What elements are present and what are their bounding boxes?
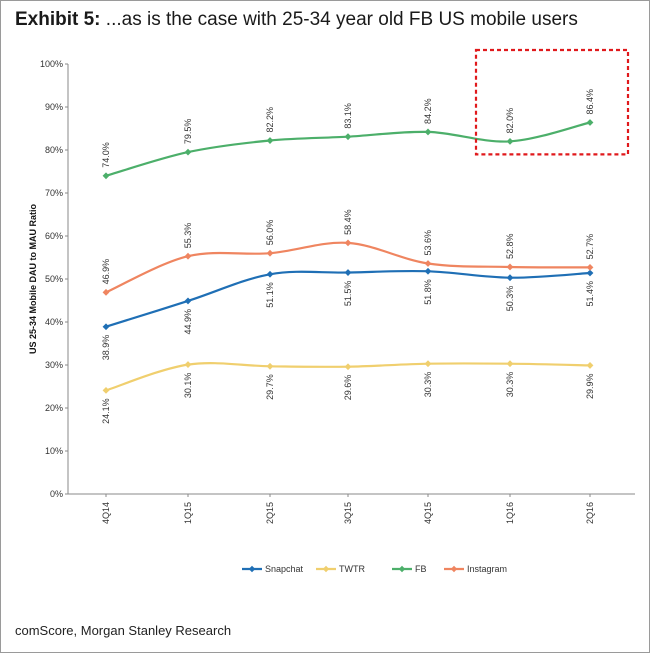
legend-marker-instagram bbox=[450, 565, 458, 573]
exhibit-title: ...as is the case with 25-34 year old FB… bbox=[105, 9, 578, 30]
data-point-fb bbox=[586, 119, 594, 126]
data-label-instagram: 58.4% bbox=[343, 209, 353, 235]
data-point-twtr bbox=[266, 362, 274, 370]
data-label-fb: 74.0% bbox=[101, 142, 111, 168]
data-point-instagram bbox=[102, 288, 110, 296]
data-label-twtr: 29.6% bbox=[343, 375, 353, 401]
data-label-fb: 84.2% bbox=[423, 98, 433, 124]
x-tick-label: 1Q16 bbox=[505, 502, 515, 524]
y-tick-label: 20% bbox=[45, 403, 63, 413]
x-tick-label: 2Q15 bbox=[265, 502, 275, 524]
data-point-instagram bbox=[586, 263, 594, 271]
y-tick-label: 100% bbox=[40, 59, 63, 69]
x-tick-label: 4Q14 bbox=[101, 502, 111, 524]
highlight-box bbox=[474, 48, 630, 156]
y-tick-label: 10% bbox=[45, 446, 63, 456]
data-point-snapchat bbox=[102, 323, 110, 331]
data-point-twtr bbox=[344, 363, 352, 371]
data-point-snapchat bbox=[586, 269, 594, 277]
y-axis-title: US 25-34 Mobile DAU to MAU Ratio bbox=[28, 203, 38, 354]
y-tick-label: 60% bbox=[45, 231, 63, 241]
data-label-twtr: 30.3% bbox=[505, 372, 515, 398]
data-point-twtr bbox=[184, 361, 192, 368]
data-point-fb bbox=[266, 137, 274, 144]
x-tick-label: 3Q15 bbox=[343, 502, 353, 524]
data-label-instagram: 52.8% bbox=[505, 233, 515, 259]
data-label-twtr: 30.1% bbox=[183, 373, 193, 399]
data-label-twtr: 29.7% bbox=[265, 374, 275, 400]
data-label-twtr: 30.3% bbox=[423, 372, 433, 398]
data-label-fb: 79.5% bbox=[183, 119, 193, 145]
data-point-twtr bbox=[506, 360, 514, 368]
data-point-instagram bbox=[266, 249, 274, 257]
data-label-snapchat: 51.5% bbox=[343, 281, 353, 307]
legend-label-twtr: TWTR bbox=[339, 564, 365, 574]
data-label-snapchat: 51.1% bbox=[265, 282, 275, 308]
y-tick-label: 0% bbox=[50, 489, 63, 499]
data-label-snapchat: 38.9% bbox=[101, 335, 111, 361]
y-tick-label: 40% bbox=[45, 317, 63, 327]
x-tick-label: 4Q15 bbox=[423, 502, 433, 524]
data-label-instagram: 52.7% bbox=[585, 234, 595, 260]
y-tick-label: 30% bbox=[45, 360, 63, 370]
data-label-snapchat: 51.8% bbox=[423, 279, 433, 305]
data-label-snapchat: 50.3% bbox=[505, 286, 515, 312]
data-label-twtr: 24.1% bbox=[101, 398, 111, 424]
data-point-snapchat bbox=[506, 274, 514, 282]
data-label-instagram: 56.0% bbox=[265, 220, 275, 246]
y-tick-label: 80% bbox=[45, 145, 63, 155]
series-line-fb bbox=[105, 121, 591, 177]
data-point-fb bbox=[102, 172, 110, 180]
data-label-snapchat: 51.4% bbox=[585, 281, 595, 307]
data-point-instagram bbox=[184, 252, 192, 260]
data-label-instagram: 53.6% bbox=[423, 230, 433, 256]
data-label-fb: 82.2% bbox=[265, 107, 275, 133]
data-point-instagram bbox=[506, 263, 514, 271]
data-label-instagram: 46.9% bbox=[101, 259, 111, 285]
legend-marker-fb bbox=[398, 565, 406, 573]
data-point-instagram bbox=[344, 239, 352, 247]
x-tick-label: 1Q15 bbox=[183, 502, 193, 524]
data-point-fb bbox=[424, 128, 432, 136]
data-label-fb: 82.0% bbox=[505, 108, 515, 134]
data-point-twtr bbox=[424, 360, 432, 368]
exhibit-heading: Exhibit 5: ...as is the case with 25-34 … bbox=[15, 9, 578, 31]
data-label-fb: 86.4% bbox=[585, 89, 595, 115]
legend-label-fb: FB bbox=[415, 564, 427, 574]
y-tick-label: 90% bbox=[45, 102, 63, 112]
y-tick-label: 50% bbox=[45, 274, 63, 284]
data-point-fb bbox=[184, 148, 192, 156]
legend-marker-snapchat bbox=[248, 565, 256, 573]
data-point-snapchat bbox=[266, 270, 274, 278]
legend-label-snapchat: Snapchat bbox=[265, 564, 304, 574]
data-label-twtr: 29.9% bbox=[585, 373, 595, 399]
source-note: comScore, Morgan Stanley Research bbox=[15, 623, 232, 638]
legend-marker-twtr bbox=[322, 565, 330, 573]
data-point-snapchat bbox=[424, 267, 432, 275]
data-point-fb bbox=[344, 133, 352, 141]
data-point-twtr bbox=[586, 362, 594, 369]
data-point-instagram bbox=[424, 260, 432, 267]
data-point-fb bbox=[506, 138, 514, 145]
data-point-twtr bbox=[102, 386, 110, 394]
data-label-instagram: 55.3% bbox=[183, 223, 193, 249]
x-tick-label: 2Q16 bbox=[585, 502, 595, 524]
exhibit-number: Exhibit 5: bbox=[15, 9, 101, 30]
legend-label-instagram: Instagram bbox=[467, 564, 507, 574]
y-tick-label: 70% bbox=[45, 188, 63, 198]
data-label-snapchat: 44.9% bbox=[183, 309, 193, 335]
data-point-snapchat bbox=[184, 297, 192, 305]
data-label-fb: 83.1% bbox=[343, 103, 353, 129]
data-point-snapchat bbox=[344, 269, 352, 276]
